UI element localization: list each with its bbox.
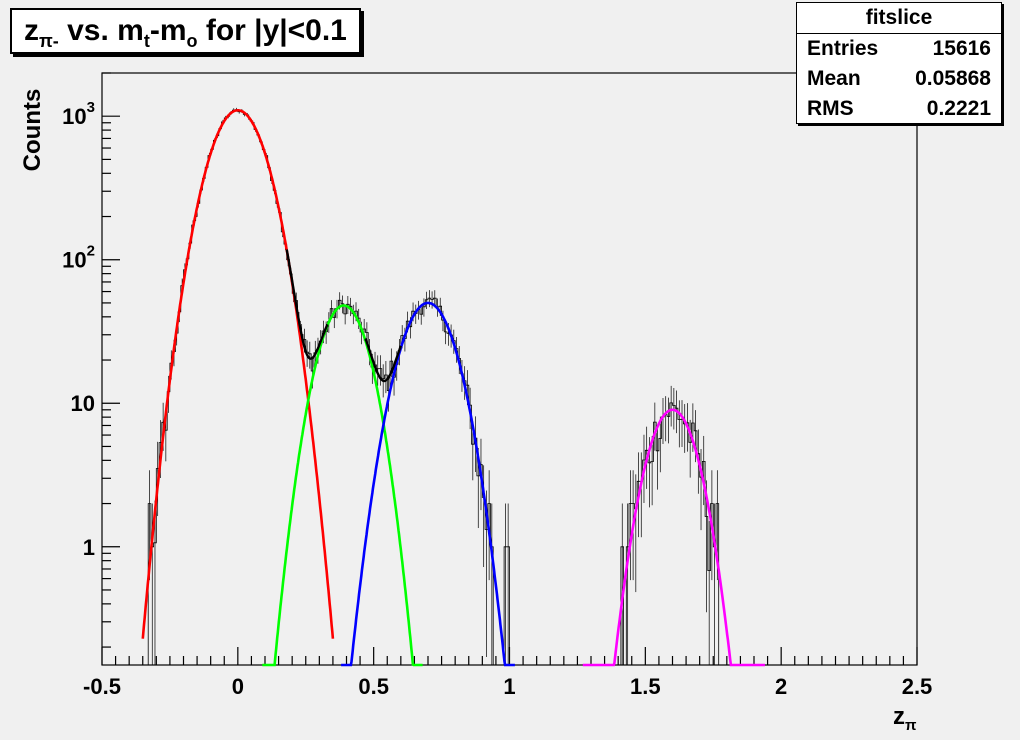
chart-title: zπ- vs. mt-mo for |y|<0.1 xyxy=(10,8,361,54)
x-tick-label: 1 xyxy=(503,674,515,699)
y-tick-label: 103 xyxy=(62,99,95,129)
x-tick-label: 0 xyxy=(232,674,244,699)
fit-curve-1 xyxy=(262,304,423,667)
x-tick-label: 0.5 xyxy=(358,674,389,699)
x-tick-label: -0.5 xyxy=(83,674,121,699)
y-axis-label: Counts xyxy=(19,89,46,172)
y-tick-label: 10 xyxy=(71,391,95,416)
stats-row-rms: RMS 0.2221 xyxy=(807,97,991,120)
axis-ticks xyxy=(101,72,918,665)
x-tick-label: 1.5 xyxy=(630,674,661,699)
fit-curve-3 xyxy=(582,408,765,667)
fit-curve-2 xyxy=(341,301,515,667)
x-tick-label: 2.5 xyxy=(902,674,933,699)
stats-row-mean: Mean 0.05868 xyxy=(807,67,991,90)
fit-curve-0 xyxy=(141,109,335,639)
stats-row-entries: Entries 15616 xyxy=(807,37,991,60)
total-fit-0 xyxy=(285,249,329,360)
stats-title: fitslice xyxy=(797,3,1001,34)
y-tick-label: 1 xyxy=(83,535,95,560)
y-tick-label: 102 xyxy=(62,243,95,273)
x-tick-label: 2 xyxy=(775,674,787,699)
x-axis-label: zπ xyxy=(893,703,917,734)
fit-curves xyxy=(141,109,765,667)
total-fit-1 xyxy=(364,338,402,383)
axis-tick-labels: -0.5 0 0.5 1 1.5 2 2.5 1 10 102 103 xyxy=(62,99,932,699)
stats-box: fitslice Entries 15616 Mean 0.05868 RMS 0.2… xyxy=(796,2,1002,124)
